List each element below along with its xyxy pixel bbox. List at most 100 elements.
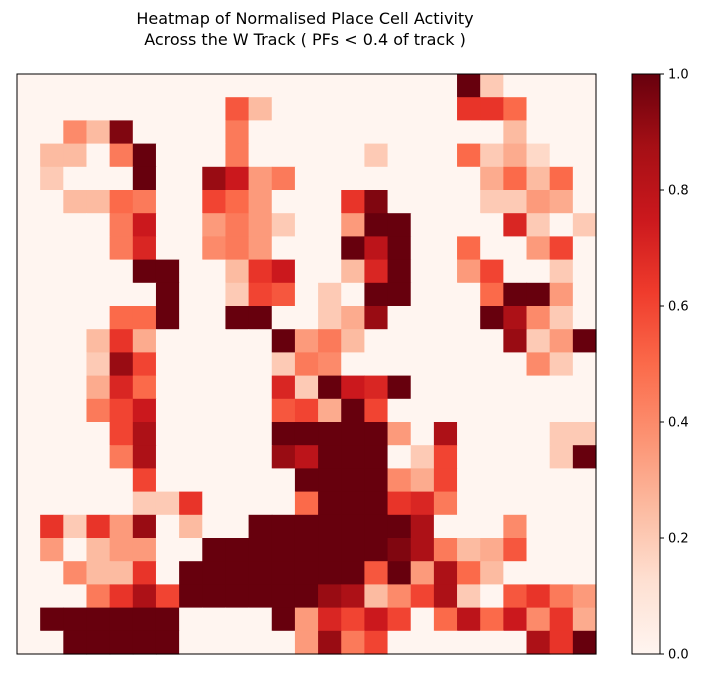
colorbar-ticks: 0.0 0.2 0.4 0.6 0.8 1.0 <box>660 68 689 663</box>
heatmap-cell <box>202 398 227 423</box>
heatmap-cell <box>387 398 412 423</box>
heatmap-cell <box>179 120 203 145</box>
heatmap-cell <box>155 143 180 168</box>
heatmap-cell <box>294 143 319 168</box>
heatmap-cell <box>179 561 203 585</box>
heatmap-cell <box>480 630 504 655</box>
heatmap-cell <box>410 236 435 261</box>
heatmap-cell <box>503 352 528 377</box>
heatmap-cell <box>202 352 227 377</box>
heatmap-cell <box>433 97 458 121</box>
heatmap-cell <box>318 607 342 632</box>
heatmap-cell <box>248 584 273 609</box>
heatmap-cell <box>86 630 111 655</box>
heatmap-cell <box>480 213 504 237</box>
heatmap-cell <box>225 143 250 168</box>
heatmap-cell <box>225 375 250 400</box>
heatmap-cell <box>433 352 458 377</box>
heatmap-cell <box>86 561 111 585</box>
heatmap-cell <box>271 190 296 214</box>
heatmap-cell <box>225 422 250 446</box>
heatmap-cell <box>318 329 342 353</box>
heatmap-cell <box>318 306 342 330</box>
heatmap-cell <box>155 166 180 191</box>
heatmap-cell <box>86 306 111 330</box>
heatmap-cell <box>63 514 88 539</box>
heatmap-cell <box>341 74 365 98</box>
heatmap-cell <box>503 398 528 423</box>
heatmap-cell <box>457 329 481 353</box>
heatmap-cell <box>433 282 458 307</box>
heatmap-cell <box>457 190 481 214</box>
heatmap-cell <box>179 607 203 632</box>
heatmap-cell <box>17 352 41 377</box>
heatmap-cell <box>109 607 134 632</box>
heatmap-cell <box>387 97 412 121</box>
heatmap-cell <box>457 236 481 261</box>
heatmap-cell <box>109 375 134 400</box>
heatmap-cell <box>86 445 111 469</box>
heatmap-cell <box>549 584 574 609</box>
heatmap-cell <box>155 329 180 353</box>
heatmap-cell <box>387 259 412 284</box>
heatmap-cell <box>63 306 88 330</box>
heatmap-cell <box>225 282 250 307</box>
heatmap-cell <box>202 236 227 261</box>
heatmap-cell <box>480 584 504 609</box>
heatmap-cell <box>318 538 342 562</box>
heatmap-cell <box>179 375 203 400</box>
heatmap-cell <box>40 398 64 423</box>
heatmap-cell <box>341 630 365 655</box>
heatmap-cell <box>433 468 458 493</box>
heatmap-cell <box>549 468 574 493</box>
heatmap-cell <box>364 74 389 98</box>
heatmap-cell <box>480 375 504 400</box>
heatmap-cell <box>480 538 504 562</box>
heatmap-cell <box>341 259 365 284</box>
heatmap-cell <box>526 97 551 121</box>
heatmap-cell <box>341 190 365 214</box>
heatmap-cell <box>63 584 88 609</box>
heatmap-cell <box>410 259 435 284</box>
heatmap-cell <box>364 491 389 516</box>
heatmap-cell <box>248 213 273 237</box>
heatmap-cell <box>457 97 481 121</box>
heatmap-cell <box>294 190 319 214</box>
heatmap-cell <box>155 561 180 585</box>
heatmap-cell <box>364 398 389 423</box>
heatmap-cell <box>318 97 342 121</box>
heatmap-cell <box>433 630 458 655</box>
heatmap-cell <box>109 120 134 145</box>
heatmap-cell <box>63 166 88 191</box>
heatmap-cell <box>86 538 111 562</box>
heatmap-cell <box>109 166 134 191</box>
heatmap-cell <box>572 468 597 493</box>
heatmap-cell <box>271 445 296 469</box>
heatmap-cell <box>40 445 64 469</box>
heatmap-cell <box>179 259 203 284</box>
heatmap-cell <box>225 306 250 330</box>
heatmap-cell <box>549 538 574 562</box>
heatmap-cell <box>17 468 41 493</box>
heatmap-cell <box>179 445 203 469</box>
heatmap-cell <box>387 445 412 469</box>
heatmap-cell <box>341 445 365 469</box>
heatmap-cell <box>410 491 435 516</box>
heatmap-cell <box>318 398 342 423</box>
heatmap-cell <box>294 306 319 330</box>
heatmap-cell <box>480 190 504 214</box>
heatmap-cell <box>225 259 250 284</box>
heatmap-cell <box>179 398 203 423</box>
heatmap-cell <box>480 561 504 585</box>
heatmap-cell <box>433 375 458 400</box>
heatmap-cell <box>480 120 504 145</box>
heatmap-cell <box>294 398 319 423</box>
heatmap-cell <box>341 491 365 516</box>
heatmap-cell <box>364 584 389 609</box>
heatmap-cell <box>109 630 134 655</box>
heatmap-cell <box>132 352 157 377</box>
heatmap-cell <box>155 352 180 377</box>
heatmap-cell <box>387 607 412 632</box>
heatmap-cell <box>86 120 111 145</box>
heatmap-cell <box>294 584 319 609</box>
